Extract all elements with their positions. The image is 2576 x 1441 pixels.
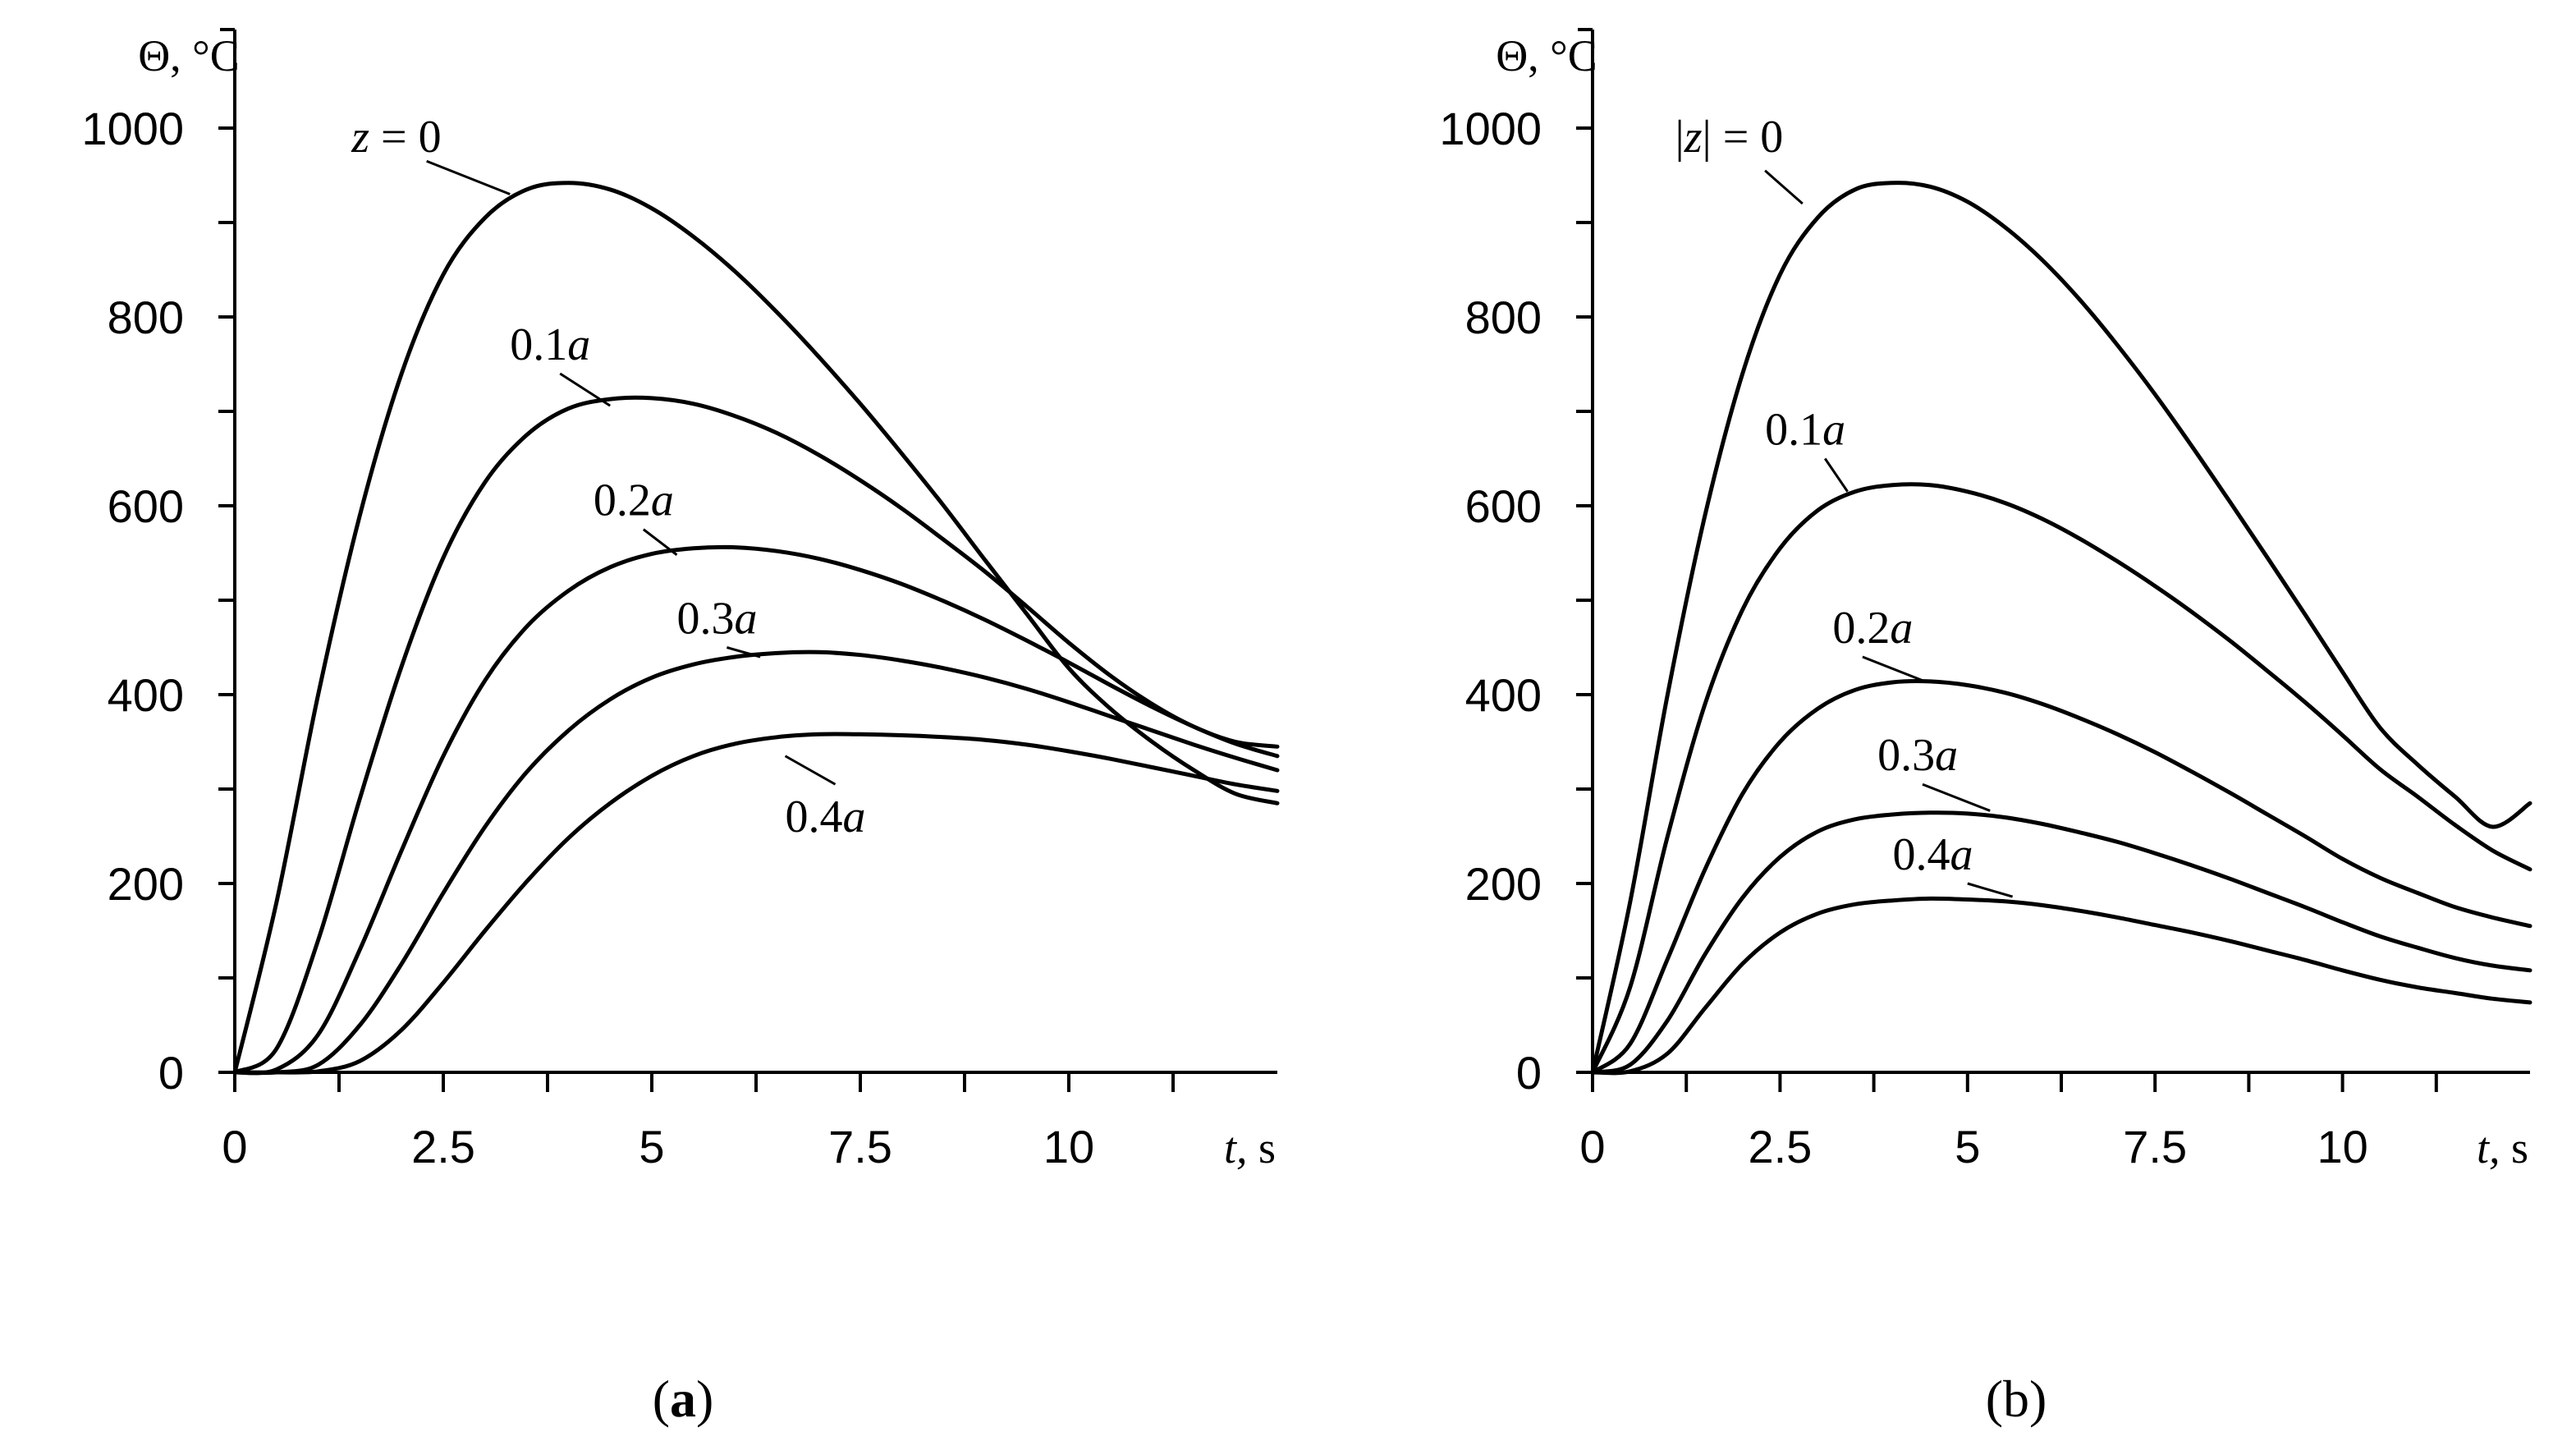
curve-label-var: a	[843, 792, 866, 842]
y-tick-label: 0	[1516, 1047, 1542, 1099]
panel-label-letter: a	[670, 1370, 696, 1428]
curve-label-leader	[642, 528, 678, 556]
x-tick-label: 2.5	[411, 1121, 475, 1173]
panel-label-letter: b	[2003, 1370, 2029, 1428]
series-line-2	[232, 544, 1280, 1076]
curve-label-text: 0.2	[594, 475, 651, 526]
curve-label: 0.4a	[786, 792, 866, 842]
x-tick-label: 7.5	[2123, 1121, 2187, 1173]
curve-label-var: a	[1950, 829, 1973, 880]
y-tick-label: 200	[108, 858, 184, 910]
curve-label-text: 0.1	[510, 319, 567, 370]
series-line-3	[232, 649, 1280, 1076]
curve-label-text: 0.2	[1832, 603, 1890, 654]
y-axis-title: Θ, °C	[138, 31, 240, 80]
x-tick-label: 7.5	[828, 1121, 892, 1173]
curve-label-var: a	[1935, 730, 1958, 781]
y-tick-label: 800	[1465, 291, 1542, 343]
series-line-1	[1590, 482, 2532, 1075]
x-tick-label: 2.5	[1748, 1121, 1812, 1173]
curve-label-leader	[784, 755, 837, 786]
panel-label-paren: (	[653, 1370, 670, 1428]
panel-label-paren: )	[696, 1370, 713, 1428]
curve-label-var: z	[1684, 112, 1703, 163]
x-axis-title-unit: s	[2500, 1123, 2528, 1173]
x-axis-title-var: t,	[2477, 1123, 2500, 1173]
chart-panel-b: 0 200 400 600 800 1000 0 2.5 5 7.5 10 Θ, °C t, s |z| …	[1439, 28, 2532, 1428]
curve-label-text: 0.4	[1892, 829, 1950, 880]
curve-label-text: = 0	[369, 112, 442, 163]
panel-label-paren: )	[2029, 1370, 2047, 1428]
y-axis-title: Θ, °C	[1496, 31, 1597, 80]
curve-label-leader	[426, 159, 511, 195]
series-line-2	[1590, 679, 2532, 1075]
panel-label: (b)	[1986, 1370, 2047, 1428]
curve-label-leader	[1764, 169, 1804, 205]
curve-label: 0.3a	[676, 593, 757, 644]
curve-label-leader	[1967, 882, 2014, 898]
panel-label-paren: (	[1986, 1370, 2003, 1428]
y-tick-label: 600	[1465, 480, 1542, 532]
curve-label-text: |	[1675, 112, 1684, 163]
series-line-4	[232, 732, 1280, 1075]
curve-label: 0.2a	[594, 475, 674, 526]
y-tick-label: 0	[158, 1047, 184, 1099]
curve-label-leader	[727, 646, 761, 659]
x-tick-label: 10	[2317, 1121, 2367, 1173]
y-tick-label: 400	[1465, 669, 1542, 721]
panel-label: (a)	[653, 1370, 714, 1428]
curve-label-leader	[1922, 782, 1991, 812]
y-tick-label: 800	[108, 291, 184, 343]
curve-label-text: 0.1	[1765, 404, 1822, 455]
curve-label-text: | = 0	[1703, 112, 1784, 163]
curve-label-var: a	[651, 475, 674, 526]
x-axis-title-unit: s	[1247, 1123, 1276, 1173]
y-tick-label: 1000	[1439, 103, 1542, 154]
chart-panel-a: 0 200 400 600 800 1000 0 2.5 5 7.5 10 Θ, °C t, s z = …	[81, 28, 1280, 1428]
y-tick-label: 1000	[81, 103, 184, 154]
x-tick-label: 10	[1043, 1121, 1094, 1173]
curve-label: 0.4a	[1892, 829, 1973, 880]
series-line-0	[1590, 181, 2532, 1075]
curve-label-var: z	[351, 112, 369, 163]
y-tick-label: 400	[108, 669, 184, 721]
curve-label-leader	[1823, 457, 1849, 493]
curve-label-var: a	[567, 319, 590, 370]
curve-label-leader	[1862, 655, 1923, 682]
curve-label: 0.1a	[510, 319, 590, 370]
curve-label: 0.3a	[1877, 730, 1958, 781]
x-tick-label: 5	[639, 1121, 664, 1173]
curve-label: z = 0	[351, 112, 441, 163]
curve-label: 0.1a	[1765, 404, 1845, 455]
curve-label-leader	[559, 372, 612, 407]
x-axis-title: t, s	[2477, 1123, 2528, 1173]
curve-label-text: 0.4	[786, 792, 843, 842]
x-tick-label: 0	[1579, 1121, 1605, 1173]
x-axis-title: t, s	[1224, 1123, 1276, 1173]
curve-label-text: 0.3	[676, 593, 734, 644]
series-line-4	[1590, 896, 2532, 1076]
x-axis-title-var: t,	[1224, 1123, 1248, 1173]
series-line-1	[232, 395, 1280, 1075]
series-line-0	[232, 181, 1280, 1075]
curve-label-var: a	[734, 593, 757, 644]
series-line-3	[1590, 810, 2532, 1075]
x-tick-label: 5	[1955, 1121, 1980, 1173]
y-tick-label: 200	[1465, 858, 1542, 910]
curve-label: 0.2a	[1832, 603, 1913, 654]
curve-label: |z| = 0	[1675, 112, 1783, 163]
x-tick-label: 0	[222, 1121, 247, 1173]
curve-label-var: a	[1822, 404, 1845, 455]
y-tick-label: 600	[108, 480, 184, 532]
curve-label-var: a	[1890, 603, 1913, 654]
curve-label-text: 0.3	[1877, 730, 1935, 781]
